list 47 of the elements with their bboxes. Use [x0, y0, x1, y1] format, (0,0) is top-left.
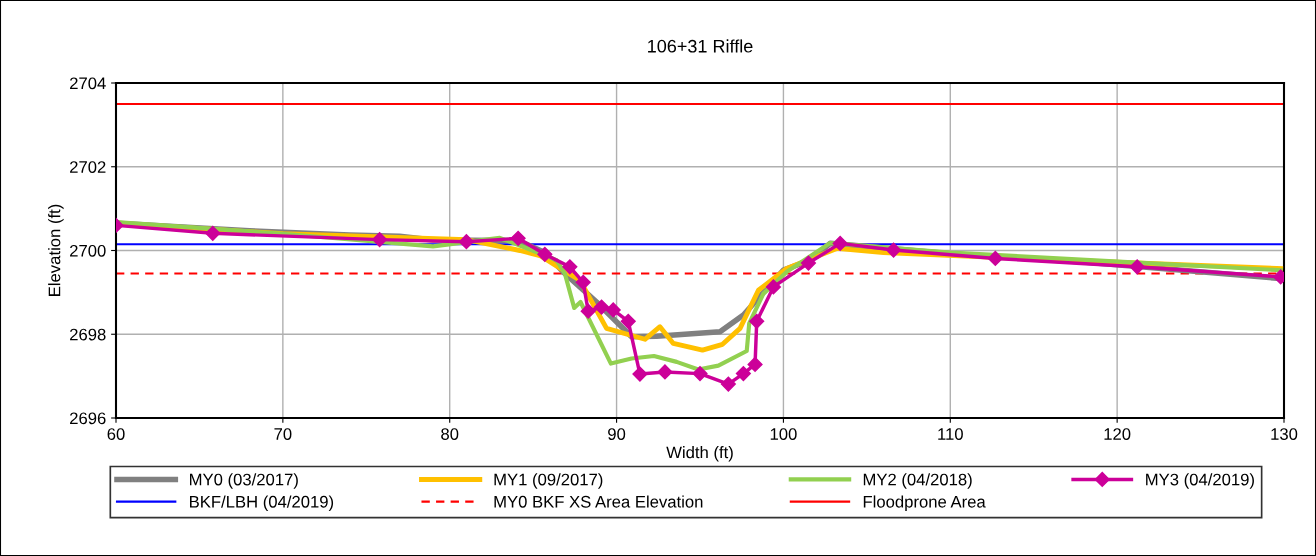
y-tick-label: 2704 — [70, 77, 106, 90]
legend-label: MY0 (03/2017) — [190, 473, 298, 489]
point — [205, 225, 221, 241]
point — [632, 366, 648, 382]
x-tick-label: 100 — [770, 428, 797, 440]
chart-title: 106+31 Riffle — [648, 39, 753, 53]
y-tick-label: 2698 — [70, 328, 106, 341]
x-tick-label: 80 — [441, 428, 459, 440]
y-tick-label: 2696 — [70, 412, 106, 425]
x-tick-label: 120 — [1104, 428, 1131, 440]
y-tick-label: 2702 — [70, 161, 106, 173]
x-tick-label: 70 — [274, 428, 292, 440]
point — [800, 255, 817, 271]
legend-label: MY0 BKF XS Area Elevation — [494, 495, 703, 508]
legend-label: MY2 (04/2018) — [863, 473, 972, 489]
point — [749, 313, 765, 329]
point — [765, 279, 781, 295]
point — [605, 302, 621, 318]
x-tick-label: 60 — [107, 428, 125, 440]
point — [620, 313, 636, 329]
point — [575, 274, 591, 290]
point — [832, 235, 848, 251]
legend-label: Floodprone Area — [863, 495, 986, 511]
point — [735, 366, 751, 382]
point — [372, 232, 388, 248]
point — [987, 250, 1003, 267]
x-tick-label: 130 — [1271, 428, 1298, 440]
point — [885, 242, 902, 258]
point — [720, 376, 736, 392]
x-axis-title: Width (ft) — [666, 446, 733, 462]
legend-label: MY3 (04/2019) — [1146, 473, 1254, 489]
legend-label: BKF/LBH (04/2019) — [190, 495, 334, 511]
point — [657, 364, 673, 380]
point — [692, 366, 708, 382]
x-tick-label: 90 — [608, 428, 626, 440]
legend-label: MY1 (09/2017) — [494, 473, 603, 489]
point — [537, 246, 553, 262]
point — [747, 356, 763, 372]
x-tick-label: 110 — [938, 428, 963, 440]
y-axis-title: Elevation (ft) — [48, 204, 64, 296]
point — [593, 299, 610, 315]
y-tick-label: 2700 — [70, 244, 106, 257]
point — [562, 259, 578, 275]
point — [1129, 259, 1145, 275]
point — [458, 234, 474, 250]
point — [510, 230, 526, 246]
point — [580, 303, 596, 319]
